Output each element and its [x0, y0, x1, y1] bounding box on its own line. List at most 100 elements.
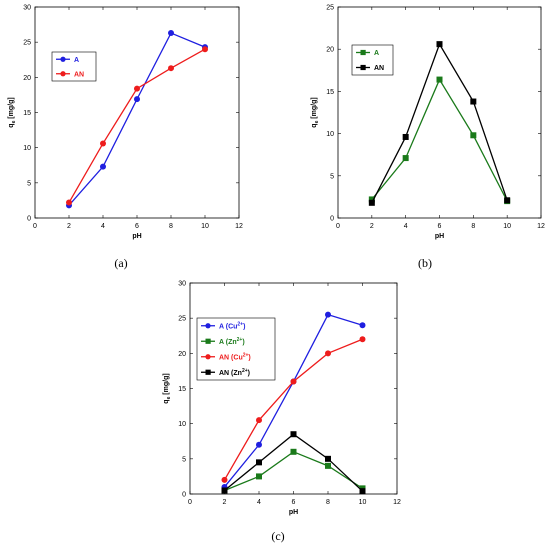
data-point	[256, 473, 262, 480]
data-point	[325, 311, 331, 318]
x-tick-label: 4	[101, 223, 105, 230]
x-tick-label: 12	[235, 223, 243, 230]
x-tick-label: 4	[404, 223, 408, 230]
legend-marker	[205, 338, 211, 344]
data-point	[368, 196, 375, 203]
y-tick-label: 15	[178, 386, 186, 393]
x-tick-label: 10	[359, 499, 367, 506]
data-point	[221, 476, 228, 483]
legend-label: A	[74, 57, 79, 64]
y-tick-label: 20	[23, 75, 31, 82]
y-tick-label: 15	[23, 110, 31, 117]
y-tick-label: 0	[182, 492, 186, 499]
y-tick-label: 10	[326, 131, 334, 138]
x-tick-label: 2	[67, 223, 71, 230]
y-tick-label: 10	[178, 421, 186, 428]
plot-frame	[337, 6, 542, 219]
legend-label: AN (Cu2+)	[219, 352, 251, 361]
y-tick-label: 10	[23, 145, 31, 152]
data-point	[402, 133, 409, 140]
y-tick-label: 30	[178, 281, 186, 288]
data-point	[504, 197, 511, 204]
data-point	[134, 96, 140, 103]
x-tick-label: 0	[336, 223, 340, 230]
data-point	[134, 85, 140, 92]
data-point	[470, 132, 477, 139]
y-tick-label: 5	[330, 173, 334, 180]
x-axis-label: pH	[435, 233, 444, 240]
x-tick-label: 6	[438, 223, 442, 230]
y-tick-label: 0	[27, 216, 31, 223]
x-tick-label: 12	[393, 499, 401, 506]
x-tick-label: 8	[471, 223, 475, 230]
data-point	[256, 459, 262, 466]
data-point	[290, 431, 297, 438]
data-point	[368, 199, 375, 206]
y-tick-label: 5	[182, 456, 186, 463]
data-point	[256, 441, 262, 448]
panel-label: (b)	[418, 256, 432, 270]
x-tick-label: 10	[201, 223, 209, 230]
legend-label: AN	[74, 71, 84, 78]
legend-box	[351, 44, 394, 76]
y-tick-label: 25	[178, 316, 186, 323]
legend-label: A	[374, 50, 379, 57]
legend-marker	[360, 64, 366, 71]
x-tick-label: 6	[292, 499, 296, 506]
chart-panel-c: 0 2 4 6 8 10 12 0 5 10 15 20 25 30 pH qe [mg/g] A (Cu2+)…	[163, 281, 401, 544]
data-point	[290, 448, 297, 455]
y-tick-label: 25	[23, 40, 31, 47]
data-point	[100, 140, 106, 147]
panel-label: (a)	[114, 256, 127, 270]
data-point	[168, 65, 174, 72]
legend-marker	[205, 354, 211, 360]
x-tick-label: 8	[169, 223, 173, 230]
x-tick-label: 2	[223, 499, 227, 506]
data-point	[436, 41, 443, 48]
y-tick-label: 15	[326, 89, 334, 96]
legend-label: A (Zn2+)	[219, 337, 245, 346]
panel-label: (c)	[271, 529, 284, 543]
legend-marker	[60, 71, 66, 77]
data-point	[202, 46, 208, 53]
data-point	[402, 155, 409, 162]
y-tick-label: 5	[27, 180, 31, 187]
data-point	[470, 98, 477, 105]
legend-label: AN	[374, 65, 384, 72]
data-point	[100, 163, 106, 170]
data-point	[168, 30, 174, 37]
data-point	[436, 76, 443, 83]
x-tick-label: 12	[537, 223, 545, 230]
legend-marker	[205, 369, 211, 375]
legend-box	[51, 51, 97, 82]
data-point	[66, 199, 72, 206]
y-tick-label: 30	[23, 5, 31, 12]
plot-frame	[34, 6, 240, 219]
plot-frame	[189, 282, 398, 495]
data-point	[221, 487, 228, 494]
data-point	[256, 417, 262, 424]
x-tick-label: 4	[257, 499, 261, 506]
data-point	[325, 455, 331, 462]
y-axis-label: qe [mg/g]	[163, 373, 172, 403]
x-tick-label: 6	[135, 223, 139, 230]
x-axis-label: pH	[132, 233, 141, 240]
x-axis-label: pH	[289, 509, 298, 516]
data-point	[359, 322, 366, 329]
data-point	[325, 462, 331, 469]
y-tick-label: 25	[326, 5, 334, 12]
data-point	[359, 336, 366, 343]
x-tick-label: 0	[33, 223, 37, 230]
y-axis-label: qe [mg/g]	[311, 97, 320, 127]
legend-label: AN (Zn2+)	[219, 368, 250, 377]
y-tick-label: 0	[330, 216, 334, 223]
legend-marker	[60, 56, 66, 62]
y-axis-label: qe [mg/g]	[8, 97, 17, 127]
data-point	[359, 488, 366, 495]
chart-panel-a: 0 2 4 6 8 10 12 0 5 10 15 20 25 30 pH qe [mg/g] A AN (a)	[8, 5, 243, 271]
y-tick-label: 20	[178, 351, 186, 358]
data-point	[290, 378, 297, 385]
x-tick-label: 0	[188, 499, 192, 506]
legend-marker	[205, 323, 211, 329]
